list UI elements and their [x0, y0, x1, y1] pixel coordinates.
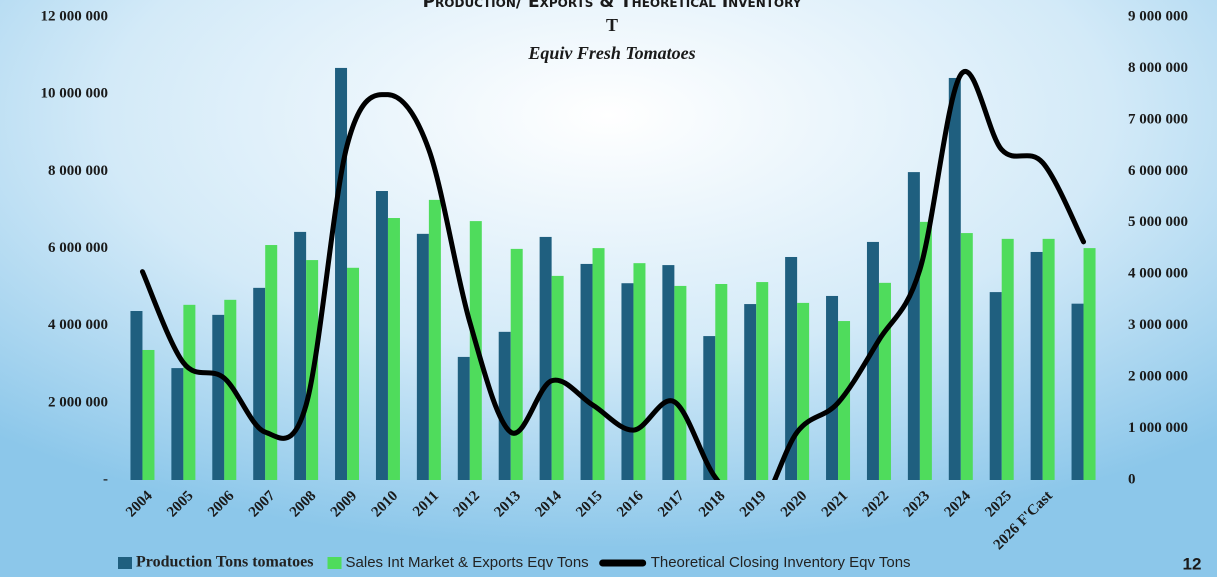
- y-tick-label: 8 000 000: [48, 163, 108, 179]
- bar: [265, 245, 278, 480]
- bar: [224, 299, 237, 480]
- chart-title-cont: T: [606, 15, 618, 35]
- y-tick-label: 2 000 000: [48, 394, 108, 410]
- bar: [580, 263, 593, 480]
- y2-tick-label: 5 000 000: [1128, 214, 1188, 230]
- bar: [703, 336, 716, 480]
- y2-tick-label: 3 000 000: [1128, 317, 1188, 333]
- bar: [960, 233, 973, 480]
- bar: [878, 282, 891, 480]
- bar: [171, 368, 184, 480]
- bar: [457, 356, 470, 480]
- bar: [416, 233, 429, 480]
- bar: [989, 292, 1002, 480]
- bar: [142, 349, 155, 480]
- bar: [335, 67, 348, 481]
- bar: [375, 191, 388, 480]
- bar: [826, 295, 839, 480]
- bar: [866, 241, 879, 480]
- line-layer: [139, 69, 1087, 480]
- y2-tick-label: 1 000 000: [1128, 420, 1188, 436]
- y2-tick-label: 2 000 000: [1128, 369, 1188, 385]
- bar: [621, 283, 634, 480]
- bar: [539, 236, 552, 480]
- bar: [387, 218, 400, 480]
- bar: [756, 282, 769, 480]
- y2-tick-label: 6 000 000: [1128, 163, 1188, 179]
- legend-label: Theoretical Closing Inventory Eqv Tons: [651, 554, 911, 571]
- bar: [428, 199, 441, 480]
- y2-tick-label: 4 000 000: [1128, 266, 1188, 282]
- bar: [907, 172, 920, 481]
- bar: [1083, 248, 1096, 480]
- y2-tick-label: 8 000 000: [1128, 60, 1188, 76]
- legend-label: Sales Int Market & Exports Eqv Tons: [346, 554, 589, 571]
- bar: [1071, 303, 1084, 480]
- legend-swatch: [118, 557, 132, 569]
- y2-tick-label: 7 000 000: [1128, 111, 1188, 127]
- bar: [212, 314, 225, 480]
- y-tick-label: 4 000 000: [48, 317, 108, 333]
- page-number: 12: [1183, 554, 1202, 573]
- bar: [662, 265, 675, 480]
- bar: [1001, 238, 1014, 480]
- bar: [838, 321, 851, 480]
- bar: [130, 311, 143, 480]
- y-tick-label: 12 000 000: [41, 8, 109, 24]
- bar: [633, 263, 646, 480]
- bar: [498, 331, 511, 480]
- legend-swatch: [327, 557, 342, 569]
- bar: [294, 231, 307, 480]
- y2-tick-label: 9 000 000: [1128, 8, 1188, 24]
- bar: [347, 267, 360, 480]
- bar: [797, 302, 810, 480]
- legend-label: Production Tons tomatoes: [136, 554, 314, 571]
- bar: [919, 221, 932, 480]
- bar: [1030, 251, 1043, 480]
- bar: [948, 77, 961, 480]
- bar: [715, 283, 728, 480]
- bar: [785, 256, 798, 480]
- bar: [674, 285, 687, 480]
- y-tick-label: -: [103, 471, 108, 487]
- y-tick-label: 10 000 000: [41, 86, 109, 102]
- bar: [1042, 238, 1055, 480]
- bar: [253, 287, 266, 480]
- bar: [183, 304, 196, 480]
- chart-title: Production/ Exports & Theoretical Invent…: [423, 0, 802, 12]
- chart-subtitle: Equiv Fresh Tomatoes: [527, 43, 695, 63]
- y-tick-label: 6 000 000: [48, 240, 108, 256]
- line: [139, 69, 1087, 480]
- bar: [510, 248, 523, 480]
- y2-tick-label: 0: [1128, 471, 1136, 487]
- bar: [592, 248, 605, 480]
- bar: [744, 304, 757, 480]
